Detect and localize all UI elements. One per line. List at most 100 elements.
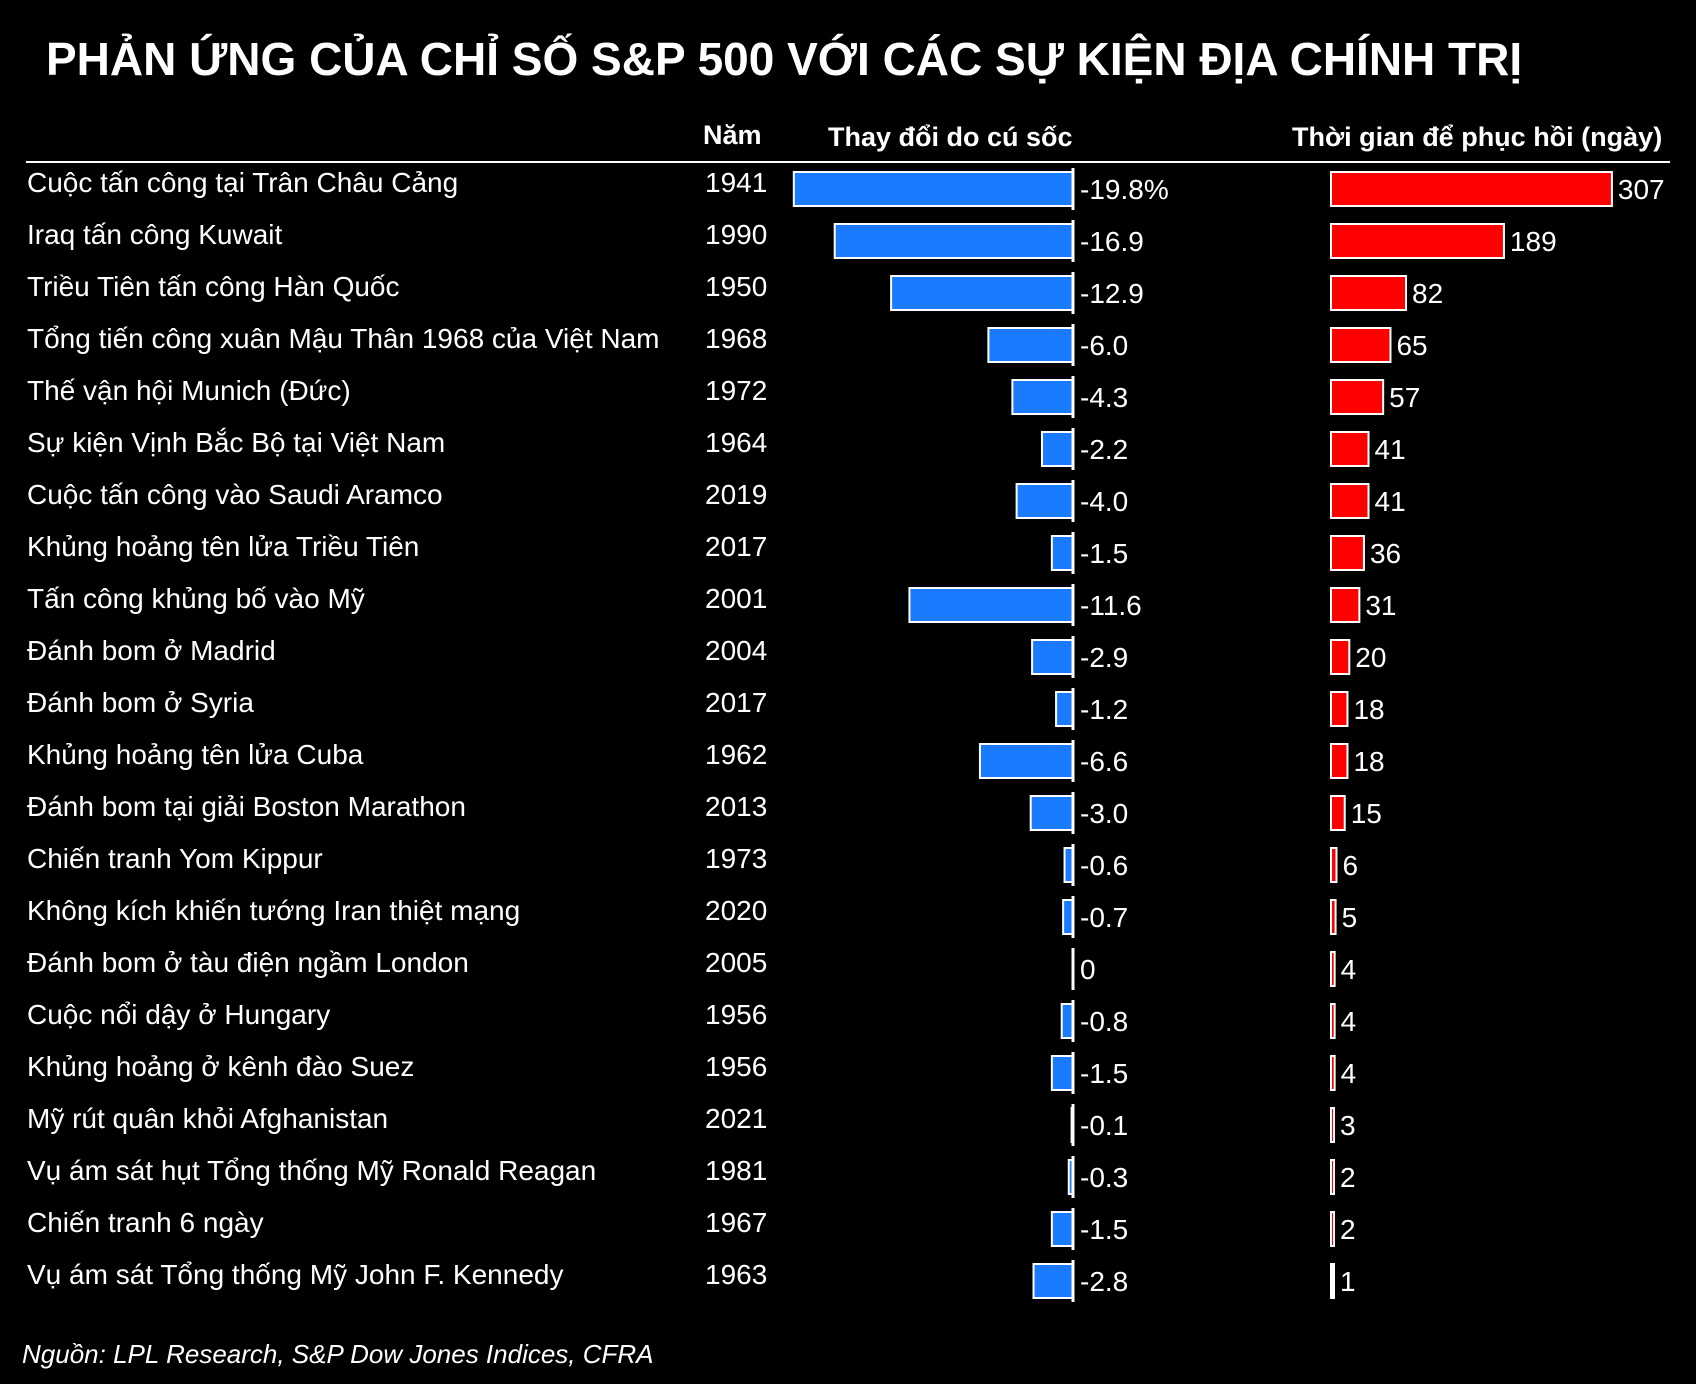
recovery-value-label: 82 [1412, 278, 1443, 309]
event-year: 2005 [705, 947, 767, 978]
recovery-bar [1330, 899, 1337, 935]
shock-bar [1029, 795, 1074, 831]
recovery-value-label: 189 [1510, 226, 1557, 257]
recovery-value-label: 2 [1340, 1162, 1356, 1193]
event-label: Khủng hoảng ở kênh đào Suez [27, 1051, 414, 1082]
event-label: Đánh bom ở Madrid [27, 635, 276, 666]
shock-bar [1055, 691, 1074, 727]
shock-bar [1015, 483, 1074, 519]
recovery-value-label: 6 [1342, 850, 1358, 881]
shock-value-label: -0.8 [1080, 1006, 1128, 1037]
recovery-bar [1330, 379, 1385, 415]
recovery-value-label: 2 [1340, 1214, 1356, 1245]
recovery-value-label: 4 [1341, 1006, 1357, 1037]
shock-value-label: -11.6 [1080, 590, 1142, 621]
shock-value-label: -1.2 [1080, 694, 1128, 725]
event-year: 2021 [705, 1103, 767, 1134]
event-label: Không kích khiến tướng Iran thiệt mạng [27, 895, 520, 926]
shock-bar [1050, 535, 1074, 571]
shock-bar [1050, 1211, 1074, 1247]
shock-bar [890, 275, 1074, 311]
recovery-value-label: 4 [1341, 1058, 1357, 1089]
recovery-value-label: 5 [1342, 902, 1358, 933]
shock-bar [908, 587, 1074, 623]
event-label: Đánh bom ở Syria [27, 687, 254, 718]
shock-value-label: -4.0 [1080, 486, 1128, 517]
event-label: Cuộc nổi dậy ở Hungary [27, 999, 330, 1030]
event-label: Chiến tranh 6 ngày [27, 1207, 264, 1238]
event-year: 2020 [705, 895, 767, 926]
shock-value-label: -0.3 [1080, 1162, 1128, 1193]
shock-bar [987, 327, 1075, 363]
event-label: Cuộc tấn công vào Saudi Aramco [27, 479, 443, 510]
event-year: 1981 [705, 1155, 767, 1186]
event-label: Khủng hoảng tên lửa Cuba [27, 739, 364, 770]
event-year: 1964 [705, 427, 767, 458]
recovery-bar [1330, 535, 1365, 571]
event-year: 1950 [705, 271, 767, 302]
event-year: 2001 [705, 583, 767, 614]
event-label: Tổng tiến công xuân Mậu Thân 1968 của Vi… [27, 323, 660, 354]
event-year: 2013 [705, 791, 767, 822]
shock-value-label: -4.3 [1080, 382, 1128, 413]
shock-value-label: -12.9 [1080, 278, 1144, 309]
recovery-bar [1330, 223, 1505, 259]
recovery-bar [1330, 691, 1349, 727]
shock-value-label: -0.1 [1080, 1110, 1128, 1141]
recovery-bar [1330, 795, 1346, 831]
recovery-bar [1330, 483, 1370, 519]
header-recovery: Thời gian để phục hồi (ngày) [1292, 122, 1662, 152]
shock-bar [792, 171, 1074, 207]
event-year: 2017 [705, 531, 767, 562]
event-year: 1956 [705, 999, 767, 1030]
event-year: 1973 [705, 843, 767, 874]
shock-value-label: -0.7 [1080, 902, 1128, 933]
event-year: 1972 [705, 375, 767, 406]
event-label: Sự kiện Vịnh Bắc Bộ tại Việt Nam [27, 427, 445, 458]
event-label: Iraq tấn công Kuwait [27, 219, 282, 250]
event-year: 1962 [705, 739, 767, 770]
shock-bar [1060, 1003, 1074, 1039]
event-year: 2019 [705, 479, 767, 510]
recovery-bar [1330, 1159, 1335, 1195]
event-label: Mỹ rút quân khỏi Afghanistan [27, 1103, 388, 1134]
shock-bar [1031, 639, 1074, 675]
recovery-value-label: 4 [1341, 954, 1357, 985]
event-year: 1941 [705, 167, 767, 198]
event-label: Đánh bom ở tàu điện ngầm London [27, 947, 469, 978]
shock-bar [1032, 1263, 1075, 1299]
event-year: 1967 [705, 1207, 767, 1238]
shock-value-label: -19.8% [1080, 174, 1169, 205]
recovery-value-label: 307 [1618, 174, 1665, 205]
event-year: 2004 [705, 635, 767, 666]
shock-bar [1040, 431, 1074, 467]
recovery-bar [1330, 171, 1613, 207]
event-label: Thế vận hội Munich (Đức) [27, 375, 351, 406]
event-label: Vụ ám sát hụt Tổng thống Mỹ Ronald Reaga… [27, 1155, 596, 1186]
recovery-value-label: 20 [1355, 642, 1386, 673]
chart-rows: Cuộc tấn công tại Trân Châu Cảng 1941 -19.… [27, 167, 1665, 1302]
recovery-bar [1330, 1055, 1336, 1091]
event-label: Chiến tranh Yom Kippur [27, 843, 323, 874]
shock-value-label: -0.6 [1080, 850, 1128, 881]
recovery-bar [1330, 743, 1349, 779]
recovery-value-label: 3 [1340, 1110, 1356, 1141]
recovery-bar [1330, 1107, 1335, 1143]
recovery-bar [1330, 847, 1338, 883]
recovery-bar [1330, 1211, 1335, 1247]
event-label: Khủng hoảng tên lửa Triều Tiên [27, 531, 419, 562]
shock-value-label: -1.5 [1080, 538, 1128, 569]
shock-value-label: -2.9 [1080, 642, 1128, 673]
recovery-bar [1330, 639, 1351, 675]
recovery-value-label: 41 [1375, 434, 1406, 465]
recovery-bar [1330, 587, 1361, 623]
shock-value-label: -16.9 [1080, 226, 1144, 257]
shock-bar [1050, 1055, 1074, 1091]
event-label: Tấn công khủng bố vào Mỹ [27, 583, 365, 614]
recovery-bar [1330, 1263, 1335, 1299]
recovery-bar [1330, 1003, 1336, 1039]
chart-title: PHẢN ỨNG CỦA CHỈ SỐ S&P 500 VỚI CÁC SỰ K… [46, 33, 1522, 85]
shock-value-label: -2.8 [1080, 1266, 1128, 1297]
